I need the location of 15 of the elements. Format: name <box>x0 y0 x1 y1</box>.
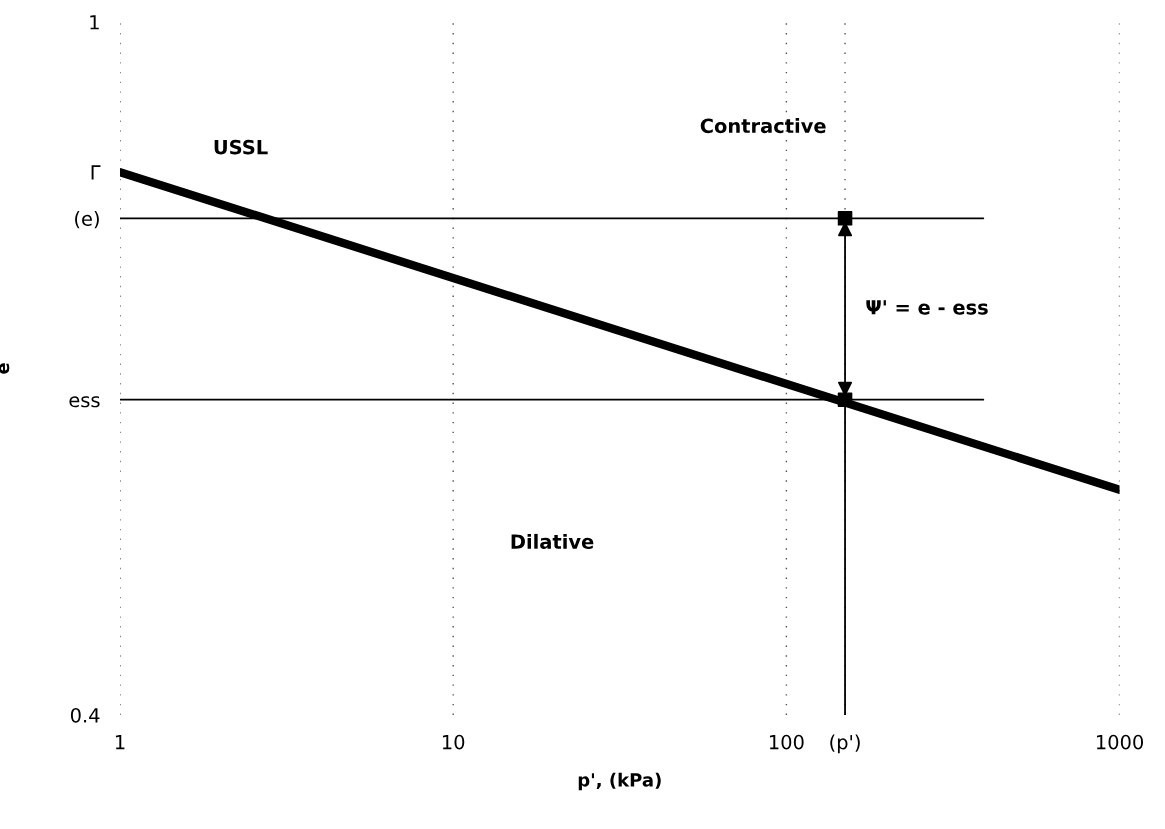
x-tick-label: 100 <box>769 734 804 750</box>
annotation: Contractive <box>700 118 826 134</box>
y-tick-label: (e) <box>75 210 99 229</box>
x-tick-label: 10 <box>442 734 465 750</box>
y-tick-label: ess <box>69 396 100 408</box>
y-tick-label: Γ <box>91 165 101 180</box>
annotation: Dilative <box>511 533 594 549</box>
x-tick-label: 1000 <box>1096 734 1144 750</box>
x-tick-label: (p') <box>830 734 860 754</box>
x-tick-label: 1 <box>115 735 125 750</box>
text: USSL <box>214 139 268 155</box>
annotation: Ψ' = e - ess <box>866 300 988 315</box>
y-tick-label: 1 <box>90 15 99 30</box>
x-axis-title: p', (kPa) <box>578 772 661 791</box>
y-tick-label: 0.4 <box>70 707 100 723</box>
